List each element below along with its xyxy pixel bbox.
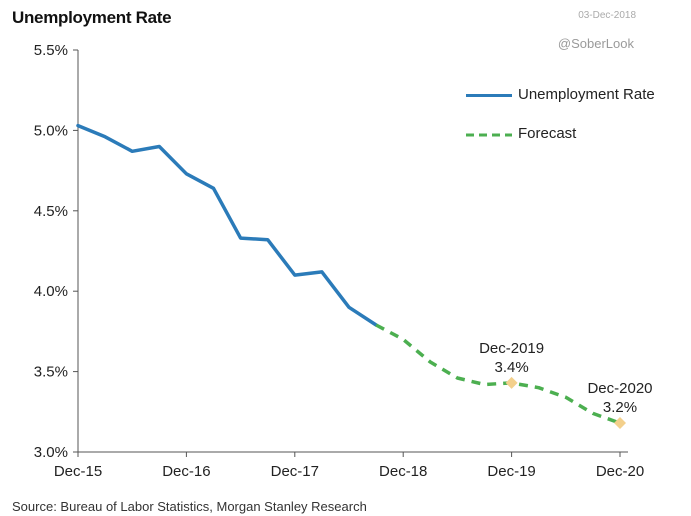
legend-label-unemployment-rate: Unemployment Rate (518, 86, 655, 103)
x-tick-label: Dec-20 (596, 463, 644, 480)
chart-title: Unemployment Rate (12, 8, 172, 27)
legend-swatch-unemployment-rate (466, 94, 512, 97)
y-tick-label: 5.0% (34, 122, 68, 139)
y-tick-label: 3.0% (34, 444, 68, 461)
x-tick-label: Dec-16 (162, 463, 210, 480)
date-stamp: 03-Dec-2018 (578, 10, 636, 21)
forecast-marker (614, 417, 626, 430)
annotation-value-label: 3.4% (494, 359, 528, 376)
watermark: @SoberLook (557, 36, 634, 51)
forecast-marker (505, 376, 518, 389)
series-line-unemployment-rate (76, 123, 378, 327)
x-tick-label: Dec-15 (54, 463, 102, 480)
source-note: Source: Bureau of Labor Statistics, Morg… (12, 499, 367, 514)
annotation-date-label: Dec-2019 (479, 340, 544, 357)
annotation-value-label: 3.2% (603, 399, 637, 416)
annotation-date-label: Dec-2020 (587, 380, 652, 397)
x-tick-label: Dec-17 (271, 463, 319, 480)
y-tick-label: 4.5% (34, 203, 68, 220)
x-tick-label: Dec-18 (379, 463, 427, 480)
series-line-forecast (375, 323, 621, 425)
y-tick-label: 5.5% (34, 42, 68, 59)
y-tick-label: 4.0% (34, 283, 68, 300)
x-tick-label: Dec-19 (487, 463, 535, 480)
legend-swatch-forecast (466, 133, 512, 137)
legend-label-forecast: Forecast (518, 125, 577, 142)
y-tick-label: 3.5% (34, 364, 68, 381)
